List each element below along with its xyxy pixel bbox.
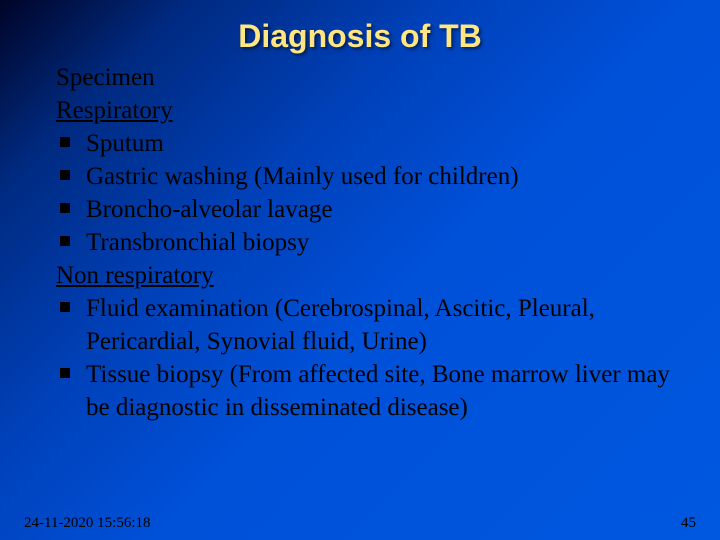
slide-footer: 24-11-2020 15:56:18 45 bbox=[0, 515, 720, 532]
footer-datetime: 24-11-2020 15:56:18 bbox=[24, 515, 151, 532]
bullet-fluid-examination: Fluid examination (Cerebrospinal, Asciti… bbox=[56, 292, 676, 358]
square-bullet-icon bbox=[60, 236, 70, 246]
footer-page-number: 45 bbox=[681, 515, 696, 532]
bullet-gastric-washing: Gastric washing (Mainly used for childre… bbox=[56, 160, 676, 193]
text: Specimen bbox=[56, 64, 155, 91]
text: Broncho-alveolar lavage bbox=[86, 193, 676, 226]
bullet-transbronchial: Transbronchial biopsy bbox=[56, 226, 676, 259]
bullet-sputum: Sputum bbox=[56, 127, 676, 160]
line-respiratory: Respiratory bbox=[56, 94, 676, 127]
text: Transbronchial biopsy bbox=[86, 226, 676, 259]
slide-title: Diagnosis of TB bbox=[0, 0, 720, 61]
text: Tissue biopsy (From affected site, Bone … bbox=[86, 358, 676, 424]
bullet-tissue-biopsy: Tissue biopsy (From affected site, Bone … bbox=[56, 358, 676, 424]
square-bullet-icon bbox=[60, 203, 70, 213]
text: Respiratory bbox=[56, 97, 173, 124]
slide-content: Specimen Respiratory Sputum Gastric wash… bbox=[0, 61, 720, 424]
text: Gastric washing (Mainly used for childre… bbox=[86, 160, 676, 193]
square-bullet-icon bbox=[60, 302, 70, 312]
text: Fluid examination (Cerebrospinal, Asciti… bbox=[86, 292, 676, 358]
text: Non respiratory bbox=[56, 262, 214, 289]
text: Sputum bbox=[86, 127, 676, 160]
line-non-respiratory: Non respiratory bbox=[56, 259, 676, 292]
slide: Diagnosis of TB Specimen Respiratory Spu… bbox=[0, 0, 720, 540]
square-bullet-icon bbox=[60, 170, 70, 180]
bullet-broncho-alveolar: Broncho-alveolar lavage bbox=[56, 193, 676, 226]
square-bullet-icon bbox=[60, 137, 70, 147]
line-specimen: Specimen bbox=[56, 61, 676, 94]
square-bullet-icon bbox=[60, 368, 70, 378]
